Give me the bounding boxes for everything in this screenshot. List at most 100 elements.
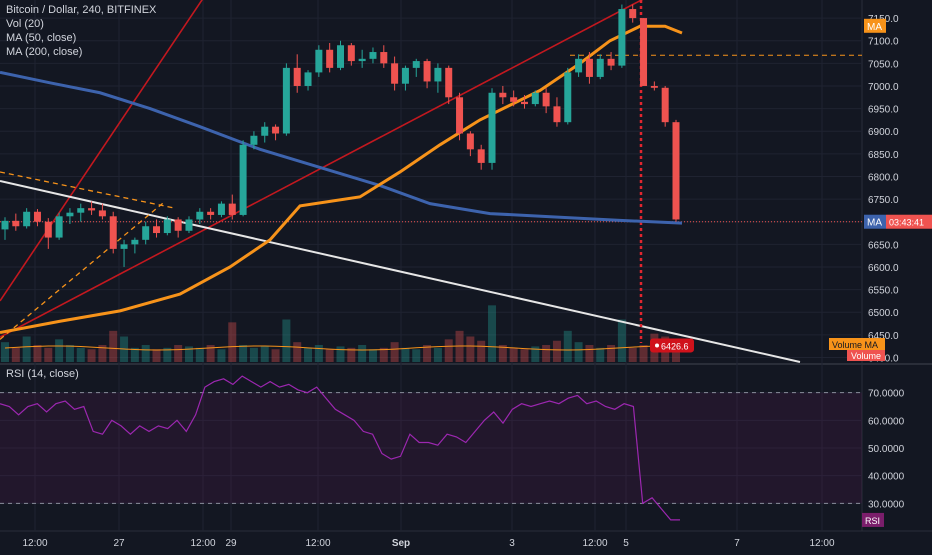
candle-body: [196, 211, 204, 220]
volume-bar: [11, 347, 20, 362]
candle-body: [542, 92, 550, 107]
time-tick-label: 12:00: [22, 538, 47, 549]
candle-body: [142, 226, 150, 240]
candle-body: [401, 67, 409, 84]
volume-bar: [639, 345, 648, 362]
candle-body: [510, 97, 518, 102]
volume-bar: [552, 340, 561, 362]
candle-body: [337, 45, 344, 68]
volume-bar: [293, 342, 302, 362]
rsi-tick-label: 50.0000: [868, 444, 905, 455]
ma50-line: [0, 24, 683, 335]
candle-body: [488, 92, 496, 163]
candle-body: [520, 101, 528, 105]
ma200-indicator-label[interactable]: MA (200, close): [6, 46, 83, 58]
candle-body: [12, 220, 20, 227]
candle-body: [466, 133, 474, 150]
candle-body: [109, 216, 117, 249]
volume-bar: [433, 347, 442, 362]
candle-body: [1, 220, 9, 230]
volume-bar: [379, 347, 388, 362]
price-tick-label: 6650.0: [868, 240, 899, 251]
dashed-trendline-upper: [0, 171, 176, 209]
volume-bar: [271, 349, 280, 362]
volume-bar: [488, 305, 497, 362]
volume-bar: [217, 349, 226, 362]
candle-body: [77, 208, 85, 213]
price-tick-label: 6750.0: [868, 195, 899, 206]
volume-bar: [206, 345, 215, 362]
volume-bar: [585, 345, 594, 362]
price-tick-label: 7050.0: [868, 59, 899, 70]
low-price-label: 6426.6: [661, 341, 689, 351]
volume-bar: [325, 349, 334, 362]
rsi-axis-tag-label: RSI: [865, 516, 880, 526]
price-tick-label: 6600.0: [868, 263, 899, 274]
candle-body: [261, 126, 269, 136]
volume-bar: [509, 347, 518, 362]
price-tick-label: 6900.0: [868, 127, 899, 138]
volume-axis-tag-label: Volume: [851, 351, 881, 361]
volume-ma-axis-tag: [829, 338, 885, 350]
volume-bar: [141, 345, 150, 362]
price-tick-label: 6850.0: [868, 150, 899, 161]
volume-bar: [44, 347, 53, 362]
candle-body: [293, 67, 301, 86]
time-tick-label: 7: [734, 538, 740, 549]
candle-body: [369, 52, 377, 59]
candle-body: [412, 61, 420, 68]
candle-body: [575, 58, 583, 73]
volume-ma-axis-tag-label: Volume MA: [832, 340, 878, 350]
volume-bar: [466, 336, 475, 362]
volume-axis-tag: [847, 350, 885, 361]
volume-bar: [282, 319, 291, 362]
rsi-tick-label: 70.0000: [868, 389, 905, 400]
volume-bar: [76, 347, 85, 362]
volume-bar: [368, 349, 377, 362]
candle-body: [304, 72, 312, 86]
low-price-label-box: [650, 338, 694, 353]
symbol-title[interactable]: Bitcoin / Dollar, 240, BITFINEX: [6, 4, 157, 16]
time-tick-label: 12:00: [305, 538, 330, 549]
volume-bar: [163, 347, 172, 362]
volume-bar: [336, 346, 345, 362]
candle-body: [585, 58, 593, 77]
candle-body: [358, 58, 366, 62]
candle-body: [55, 216, 63, 238]
volume-bar: [174, 345, 183, 362]
rsi-line: [0, 375, 680, 521]
candle-body: [250, 135, 258, 145]
volume-bar: [249, 347, 258, 362]
candle-body: [445, 67, 453, 98]
time-tick-label: 12:00: [190, 538, 215, 549]
candle-body: [661, 87, 669, 123]
ma50-axis-tag: [864, 18, 886, 33]
candle-body: [174, 219, 182, 231]
candle-body: [120, 244, 128, 249]
candle-body: [672, 122, 680, 220]
rsi-axis-tag: [862, 512, 884, 527]
volume-bar: [477, 340, 486, 362]
volume-bar: [55, 339, 64, 362]
candle-body: [153, 226, 161, 234]
volume-bar: [423, 345, 432, 362]
volume-bar: [22, 336, 31, 362]
volume-bar: [33, 345, 42, 362]
candle-body: [618, 9, 626, 66]
volume-bar: [152, 349, 161, 362]
candle-body: [423, 61, 431, 82]
volume-bar: [412, 349, 421, 362]
candle-body: [564, 72, 572, 123]
candle-body: [315, 49, 323, 73]
volume-bar: [628, 347, 637, 362]
volume-bar: [314, 345, 323, 362]
price-tick-label: 6500.0: [868, 308, 899, 319]
rsi-legend-label[interactable]: RSI (14, close): [6, 368, 79, 380]
time-tick-label: 27: [113, 538, 125, 549]
ma50-indicator-label[interactable]: MA (50, close): [6, 32, 77, 44]
rsi-tick-label: 60.0000: [868, 416, 905, 427]
price-tick-label: 6450.0: [868, 331, 899, 342]
vol-indicator-label[interactable]: Vol (20): [6, 18, 44, 30]
